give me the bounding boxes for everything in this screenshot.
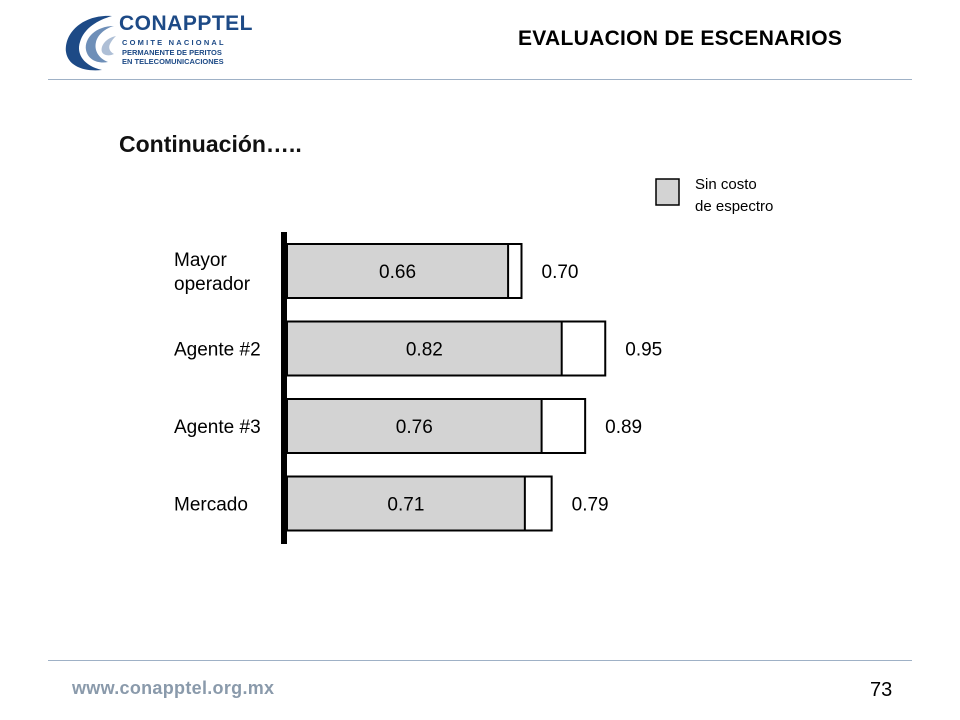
bar-value-label: 0.71 [387, 495, 424, 516]
header-title: EVALUACION DE ESCENARIOS [518, 27, 843, 50]
logo-line-1: COMITE NACIONAL [122, 38, 226, 47]
bar-value-label: 0.76 [396, 417, 433, 438]
bar-total-label: 0.79 [572, 495, 609, 516]
bar-segment [286, 320, 563, 377]
logo-name: CONAPPTEL [119, 12, 254, 35]
logo-swoosh-icon [65, 15, 116, 71]
bar-total-label: 0.89 [605, 417, 642, 438]
category-label: Agente #2 [174, 340, 261, 361]
logo-line-2: PERMANENTE DE PERITOS [122, 48, 222, 57]
bar-value-label: 0.82 [406, 340, 443, 361]
bar-segment [286, 398, 543, 454]
category-label: Mercado [174, 495, 248, 516]
bar-total-label: 0.70 [542, 262, 579, 283]
slide-subtitle: Continuación….. [119, 131, 302, 157]
footer-url[interactable]: www.conapptel.org.mx [72, 678, 275, 698]
legend-swatch [655, 178, 680, 206]
logo-line-3: EN TELECOMUNICACIONES [122, 57, 224, 66]
conapptel-logo: CONAPPTEL COMITE NACIONAL PERMANENTE DE … [62, 10, 262, 76]
legend-label: de espectro [695, 198, 773, 215]
bar-total-label: 0.95 [625, 340, 662, 361]
category-label: operador [174, 274, 251, 295]
bar-segment [286, 243, 510, 299]
header-divider [48, 79, 912, 80]
legend-label: Sin costo [695, 176, 757, 193]
footer-divider [48, 660, 912, 661]
category-label: Agente #3 [174, 417, 261, 438]
page-number: 73 [870, 679, 893, 701]
category-label: Mayor [174, 250, 227, 271]
bar-segment [286, 475, 526, 532]
y-axis-line [281, 232, 287, 544]
bar-value-label: 0.66 [379, 262, 416, 283]
